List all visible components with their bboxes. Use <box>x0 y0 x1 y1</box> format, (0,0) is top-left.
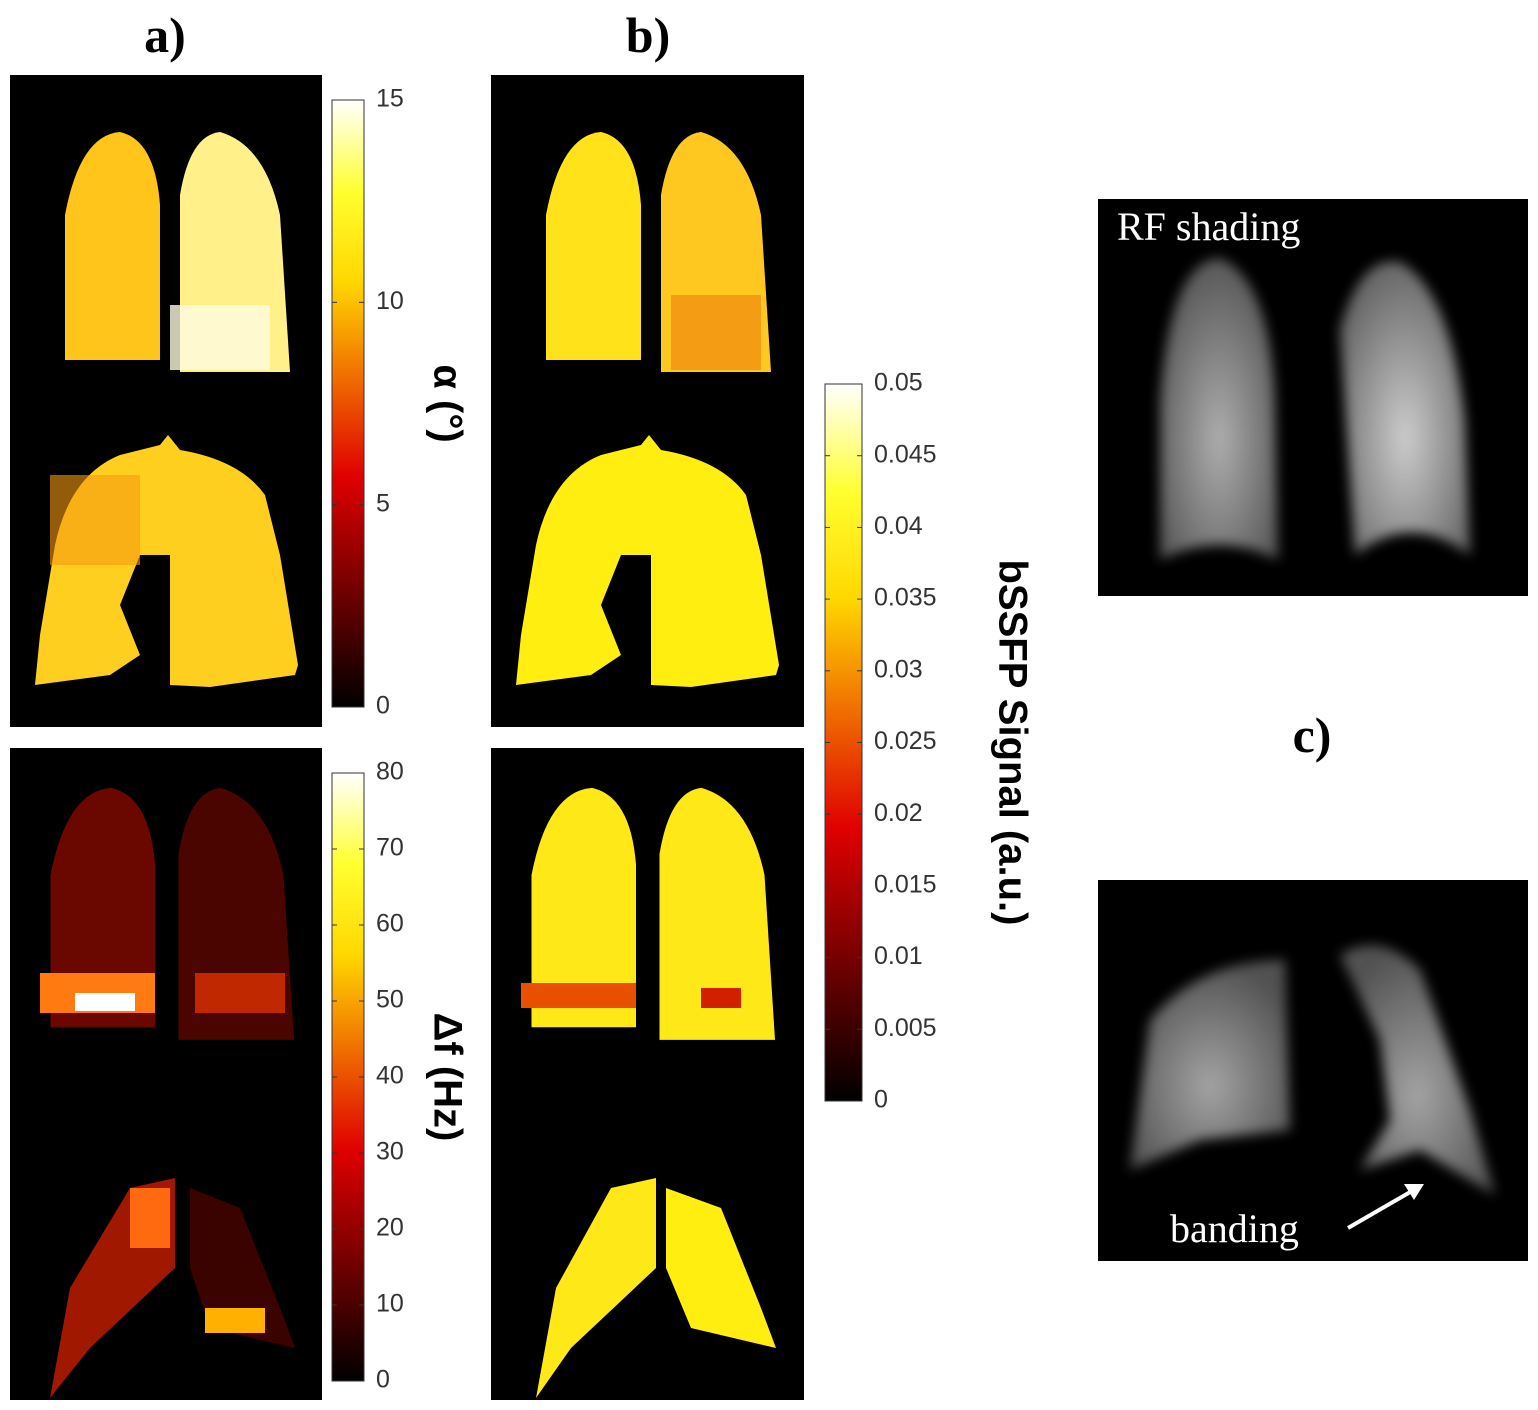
tick-label: 0.005 <box>874 1014 937 1042</box>
tick-label: 0.035 <box>874 584 937 612</box>
colorbar <box>331 99 365 708</box>
arrow-head <box>1404 1184 1424 1200</box>
panel-label: c) <box>1293 707 1332 763</box>
tick-label: 10 <box>376 287 404 315</box>
tick-label: 0.045 <box>874 440 937 468</box>
tick-label: 10 <box>376 1290 404 1318</box>
arrow <box>1346 1189 1414 1230</box>
frequency-map <box>10 748 322 1400</box>
tick-label: 0.025 <box>874 727 937 755</box>
tick-label: 15 <box>376 85 404 113</box>
tick-label: 0.05 <box>874 369 923 397</box>
mri-image: RF shading <box>1098 199 1528 596</box>
tick-label: 0 <box>376 692 390 720</box>
tick-label: 30 <box>376 1138 404 1166</box>
colorbar-title: α (°) <box>425 364 469 442</box>
tick-label: 0.01 <box>874 942 923 970</box>
tick-label: 60 <box>376 910 404 938</box>
colorbar-title: Δf (Hz) <box>425 1013 469 1142</box>
colorbar <box>331 772 365 1382</box>
annotation: RF shading <box>1117 204 1300 249</box>
panel-label: a) <box>144 7 186 63</box>
mri-image: banding <box>1098 880 1528 1261</box>
tick-label: 40 <box>376 1062 404 1090</box>
tick-label: 0.03 <box>874 655 923 683</box>
tick-label: 50 <box>376 986 404 1014</box>
signal-map <box>491 75 804 727</box>
annotation: banding <box>1170 1206 1299 1251</box>
signal-map <box>491 748 804 1400</box>
tick-label: 80 <box>376 758 404 786</box>
colorbar-title: bSSFP Signal (a.u.) <box>990 560 1034 926</box>
panel-label: b) <box>626 7 670 63</box>
tick-label: 0.02 <box>874 799 923 827</box>
tick-label: 0 <box>376 1366 390 1394</box>
tick-label: 20 <box>376 1214 404 1242</box>
tick-label: 0 <box>874 1086 888 1114</box>
tick-label: 0.015 <box>874 871 937 899</box>
colorbar <box>824 383 863 1102</box>
tick-label: 0.04 <box>874 512 923 540</box>
alpha-map <box>10 75 322 727</box>
tick-label: 70 <box>376 834 404 862</box>
tick-label: 5 <box>376 489 390 517</box>
